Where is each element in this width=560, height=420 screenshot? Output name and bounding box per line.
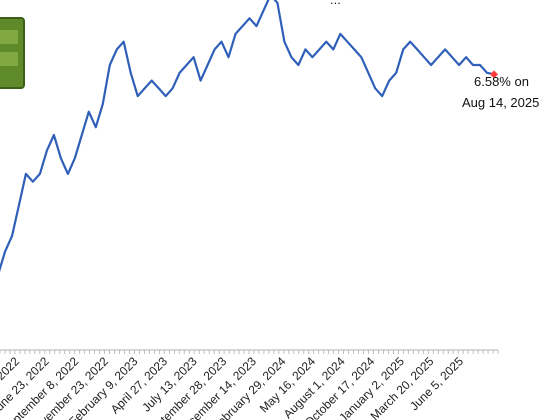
top-text: ... xyxy=(330,0,341,7)
series-line xyxy=(0,0,495,273)
annotation-value: 6.58% on xyxy=(474,74,529,89)
logo-icon xyxy=(0,17,25,89)
endpoint-marker xyxy=(490,70,498,79)
annotation-date: Aug 14, 2025 xyxy=(462,95,539,110)
x-axis-ticks xyxy=(0,350,499,354)
